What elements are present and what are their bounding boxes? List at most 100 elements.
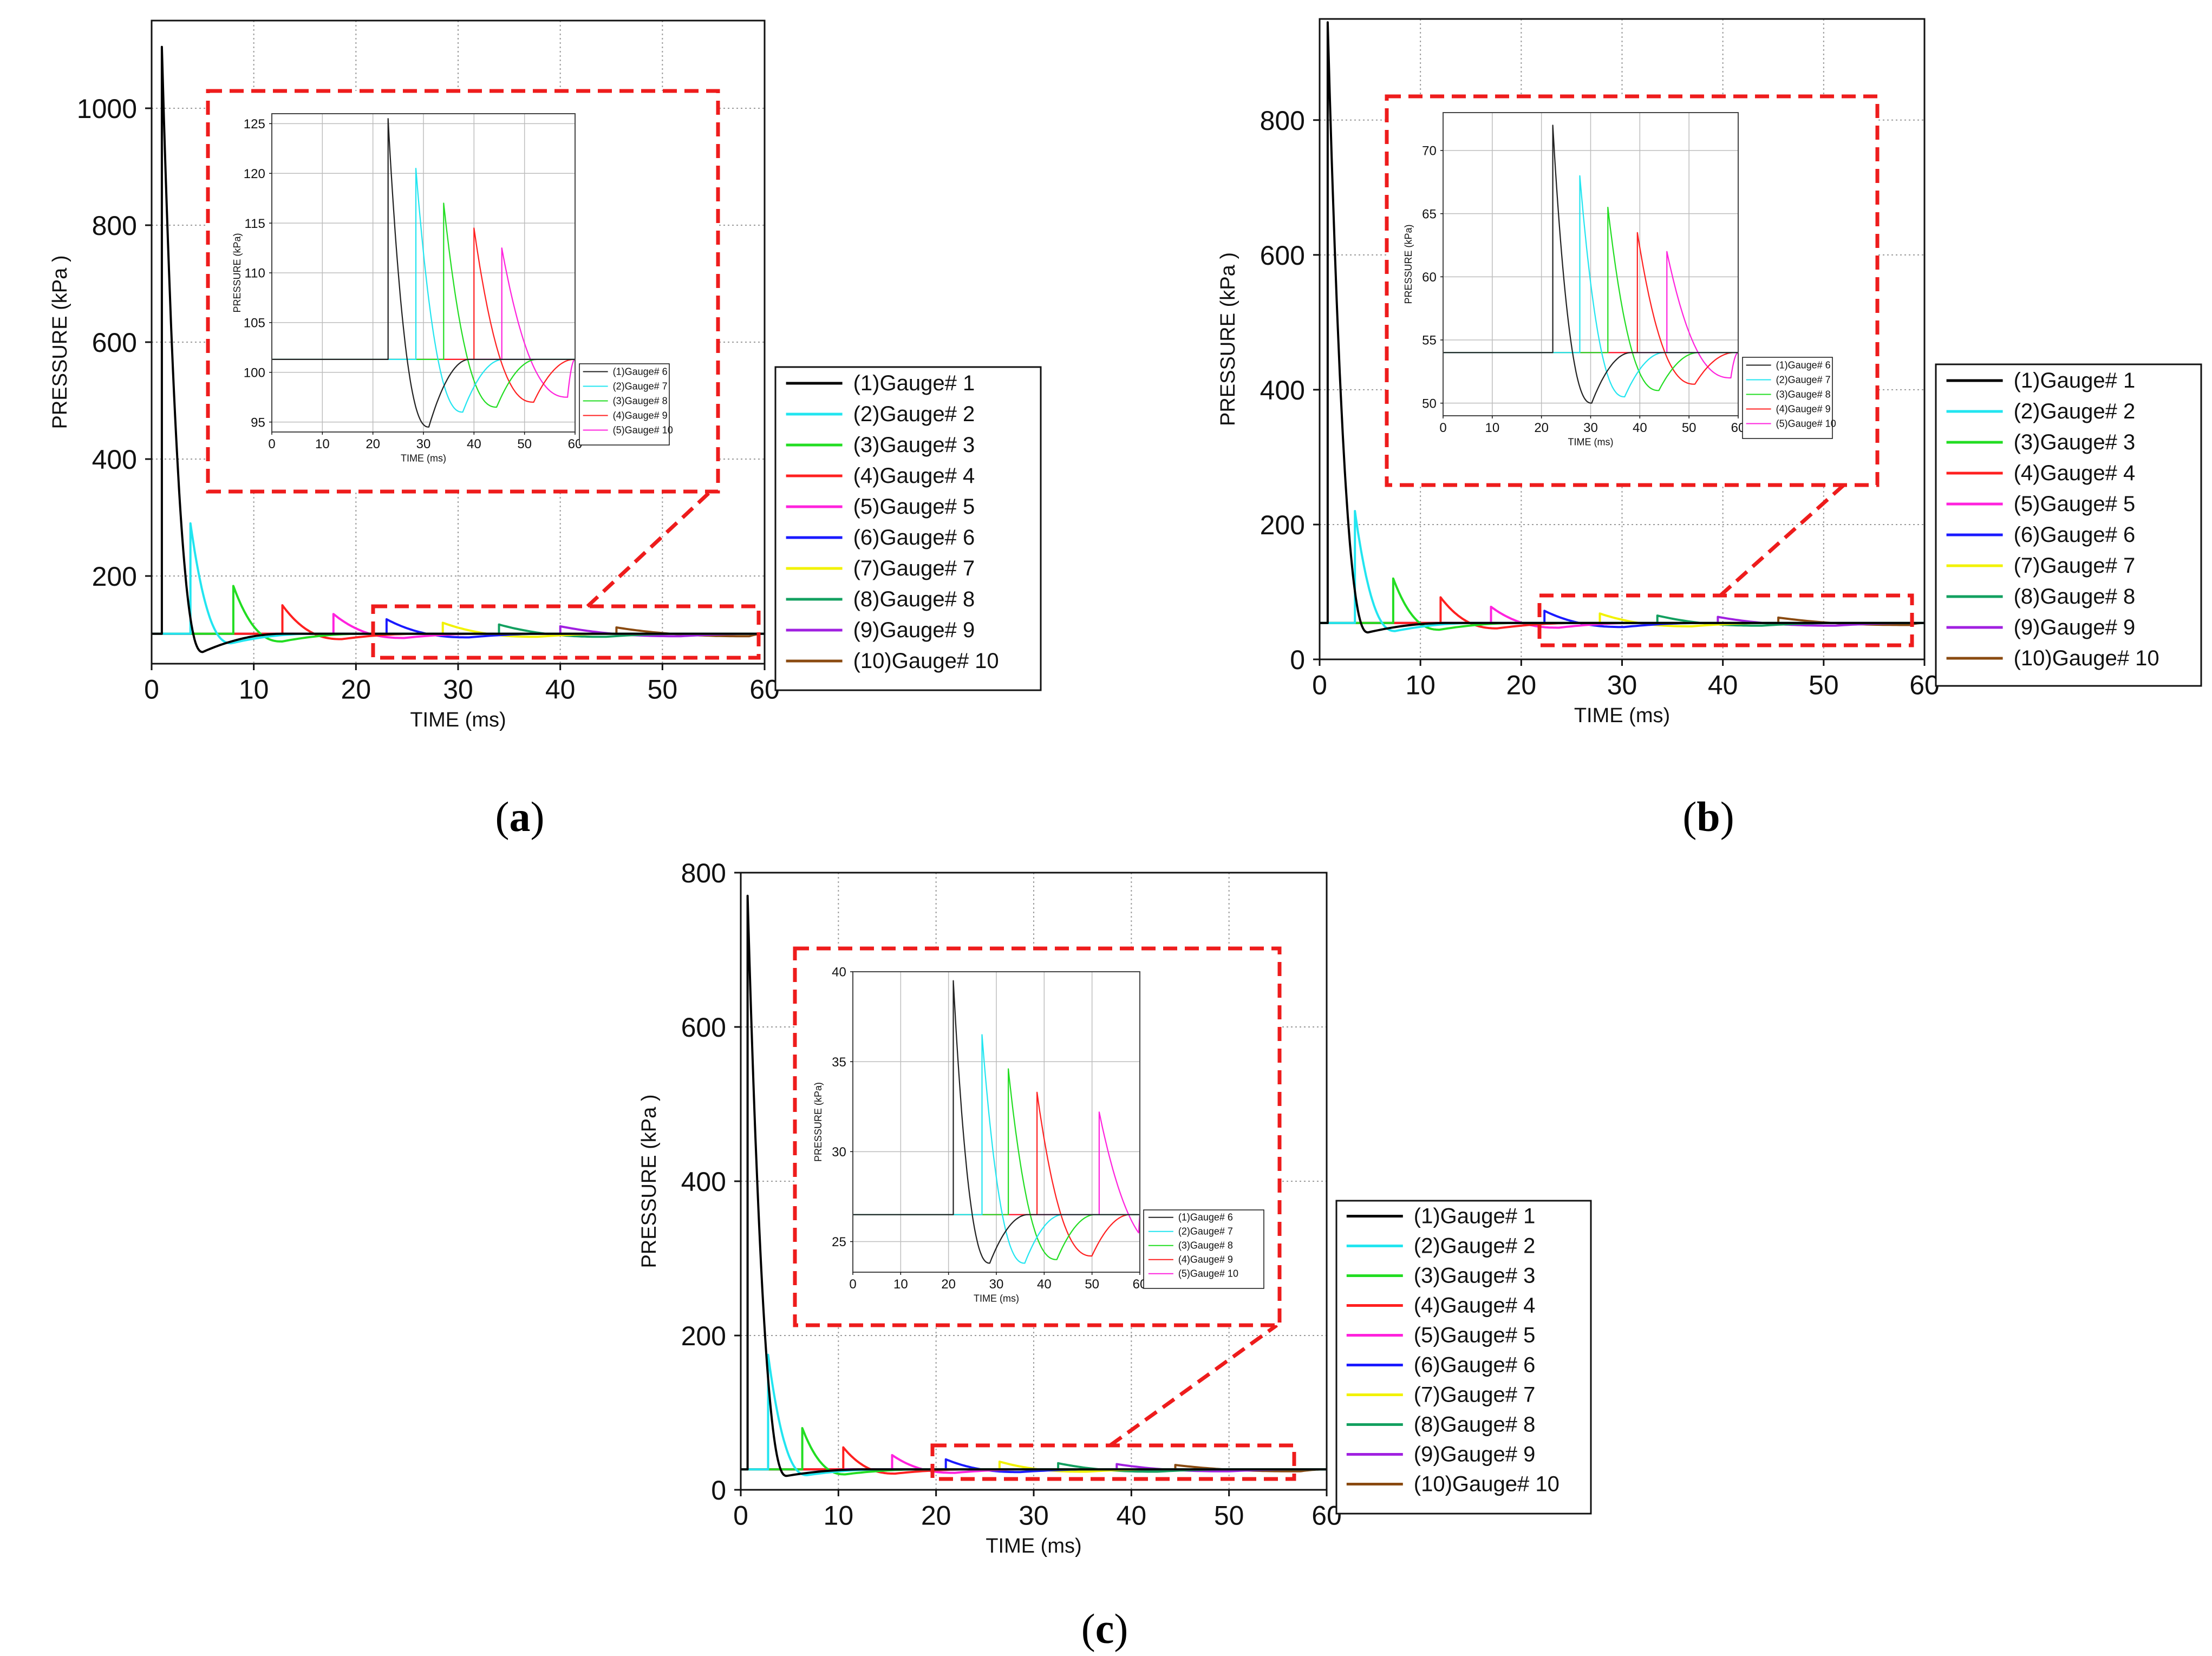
c-inset-series-line-2 bbox=[853, 1034, 1140, 1264]
b-legend-label-7: (7)Gauge# 7 bbox=[2014, 554, 2136, 578]
b-legend-label-10: (10)Gauge# 10 bbox=[2014, 646, 2159, 670]
a-inset-x-tick-label-50: 50 bbox=[517, 437, 532, 451]
b-series-line-1 bbox=[1320, 21, 1924, 634]
a-legend-label-1: (1)Gauge# 1 bbox=[853, 371, 975, 395]
a-legend-label-9: (9)Gauge# 9 bbox=[853, 618, 975, 642]
a-legend-label-10: (10)Gauge# 10 bbox=[853, 649, 999, 673]
b-x-tick-label-40: 40 bbox=[1708, 670, 1738, 701]
c-y-tick-label-200: 200 bbox=[681, 1321, 726, 1351]
b-inset-series-line-1 bbox=[1443, 125, 1738, 404]
a-inset-series-line-5 bbox=[272, 247, 575, 398]
b-x-tick-label-50: 50 bbox=[1809, 670, 1839, 701]
a-inset-series-group bbox=[272, 118, 575, 428]
c-inset-x-tick-label-30: 30 bbox=[989, 1277, 1004, 1292]
b-inset-legend-label-1: (1)Gauge# 6 bbox=[1776, 359, 1831, 370]
c-inset-x-tick-label-0: 0 bbox=[849, 1277, 856, 1292]
c-y-tick-label-0: 0 bbox=[711, 1475, 726, 1506]
a-inset-y-axis-label: PRESSURE (kPa) bbox=[232, 233, 243, 312]
c-series-line-1 bbox=[741, 894, 1327, 1477]
b-inset-x-axis-label: TIME (ms) bbox=[1568, 437, 1614, 448]
b-inset-y-tick-label-60: 60 bbox=[1422, 270, 1437, 285]
c-y-tick-label-400: 400 bbox=[681, 1167, 726, 1197]
caption-c: (c) bbox=[1081, 1605, 1128, 1652]
caption-b-open: ( bbox=[1682, 793, 1696, 840]
a-inset-y-tick-label-100: 100 bbox=[244, 365, 265, 380]
b-x-tick-label-20: 20 bbox=[1506, 670, 1537, 701]
a-y-tick-label-800: 800 bbox=[92, 211, 137, 241]
b-inset-x-tick-label-30: 30 bbox=[1583, 421, 1598, 435]
a-inset-x-tick-label-10: 10 bbox=[315, 437, 330, 451]
c-legend-label-1: (1)Gauge# 1 bbox=[1414, 1204, 1536, 1228]
b-legend-label-1: (1)Gauge# 1 bbox=[2014, 369, 2136, 392]
a-y-axis-label: PRESSURE (kPa ) bbox=[49, 256, 71, 429]
b-x-tick-label-30: 30 bbox=[1607, 670, 1637, 701]
b-inset-series-group bbox=[1443, 125, 1738, 404]
a-legend-label-2: (2)Gauge# 2 bbox=[853, 402, 975, 426]
c-inset-x-tick-label-20: 20 bbox=[941, 1277, 956, 1292]
a-inset-x-axis-label: TIME (ms) bbox=[401, 453, 446, 464]
c-series-group bbox=[741, 894, 1327, 1477]
caption-c-close: ) bbox=[1114, 1605, 1128, 1652]
c-y-axis-label: PRESSURE (kPa ) bbox=[638, 1095, 661, 1268]
a-inset-legend-label-1: (1)Gauge# 6 bbox=[613, 366, 668, 377]
c-x-tick-label-30: 30 bbox=[1019, 1501, 1049, 1531]
a-inset-y-tick-label-115: 115 bbox=[245, 217, 265, 231]
a-x-tick-label-40: 40 bbox=[545, 675, 576, 705]
b-inset-y-tick-label-55: 55 bbox=[1422, 333, 1437, 348]
a-inset-series-line-3 bbox=[272, 202, 575, 408]
b-legend-label-9: (9)Gauge# 9 bbox=[2014, 616, 2136, 639]
b-inset-series-line-2 bbox=[1443, 175, 1738, 398]
a-inset-y-tick-label-120: 120 bbox=[244, 167, 265, 181]
a-legend-label-3: (3)Gauge# 3 bbox=[853, 433, 975, 457]
b-legend-label-4: (4)Gauge# 4 bbox=[2014, 461, 2136, 485]
c-x-tick-label-0: 0 bbox=[733, 1501, 748, 1531]
b-zoom-connector bbox=[1719, 483, 1845, 597]
c-inset-x-axis-label: TIME (ms) bbox=[974, 1293, 1019, 1304]
b-inset-y-axis-label: PRESSURE (kPa) bbox=[1403, 224, 1414, 304]
b-y-axis-label: PRESSURE (kPa ) bbox=[1217, 252, 1239, 426]
c-x-tick-label-50: 50 bbox=[1214, 1501, 1244, 1531]
a-inset-legend-label-4: (4)Gauge# 9 bbox=[613, 410, 668, 421]
b-legend-label-6: (6)Gauge# 6 bbox=[2014, 523, 2136, 547]
b-inset-y-tick-label-70: 70 bbox=[1422, 144, 1437, 159]
a-inset-y-tick-label-105: 105 bbox=[244, 316, 265, 331]
c-x-axis-label: TIME (ms) bbox=[986, 1535, 1081, 1557]
b-inset-series-line-4 bbox=[1443, 232, 1738, 385]
b-inset-x-tick-label-0: 0 bbox=[1439, 421, 1446, 435]
a-legend-box bbox=[774, 366, 1042, 691]
b-legend-box bbox=[1935, 363, 2202, 687]
c-legend-label-5: (5)Gauge# 5 bbox=[1414, 1323, 1536, 1347]
c-inset-x-tick-label-10: 10 bbox=[893, 1277, 908, 1292]
a-x-tick-label-0: 0 bbox=[144, 675, 159, 705]
caption-a-letter: a bbox=[510, 793, 531, 840]
c-inset-series-line-4 bbox=[853, 1091, 1140, 1257]
b-zoom-region-box bbox=[1537, 593, 1914, 647]
b-inset-legend-label-4: (4)Gauge# 9 bbox=[1776, 403, 1831, 414]
a-x-tick-label-30: 30 bbox=[443, 675, 473, 705]
b-inset-y-tick-label-65: 65 bbox=[1422, 207, 1437, 221]
a-legend-label-6: (6)Gauge# 6 bbox=[853, 526, 975, 549]
c-inset-legend-label-2: (2)Gauge# 7 bbox=[1178, 1226, 1233, 1237]
a-y-tick-label-1000: 1000 bbox=[77, 94, 137, 124]
c-inset-x-tick-label-50: 50 bbox=[1085, 1277, 1099, 1292]
a-series-line-1 bbox=[152, 45, 765, 653]
b-series-line-2 bbox=[1320, 510, 1924, 632]
a-inset-x-tick-label-0: 0 bbox=[268, 437, 275, 451]
c-x-tick-label-10: 10 bbox=[824, 1501, 854, 1531]
c-inset-legend-label-3: (3)Gauge# 8 bbox=[1178, 1240, 1233, 1251]
b-inset-y-tick-label-50: 50 bbox=[1422, 396, 1437, 411]
c-x-tick-label-20: 20 bbox=[921, 1501, 951, 1531]
a-inset-y-tick-label-95: 95 bbox=[251, 415, 265, 430]
c-legend-label-4: (4)Gauge# 4 bbox=[1414, 1293, 1536, 1317]
c-inset-y-tick-label-30: 30 bbox=[832, 1145, 846, 1160]
a-x-tick-label-50: 50 bbox=[648, 675, 678, 705]
a-legend-label-5: (5)Gauge# 5 bbox=[853, 495, 975, 519]
a-legend-label-4: (4)Gauge# 4 bbox=[853, 464, 975, 488]
b-y-tick-label-200: 200 bbox=[1260, 510, 1305, 540]
a-series-line-2 bbox=[152, 522, 765, 645]
